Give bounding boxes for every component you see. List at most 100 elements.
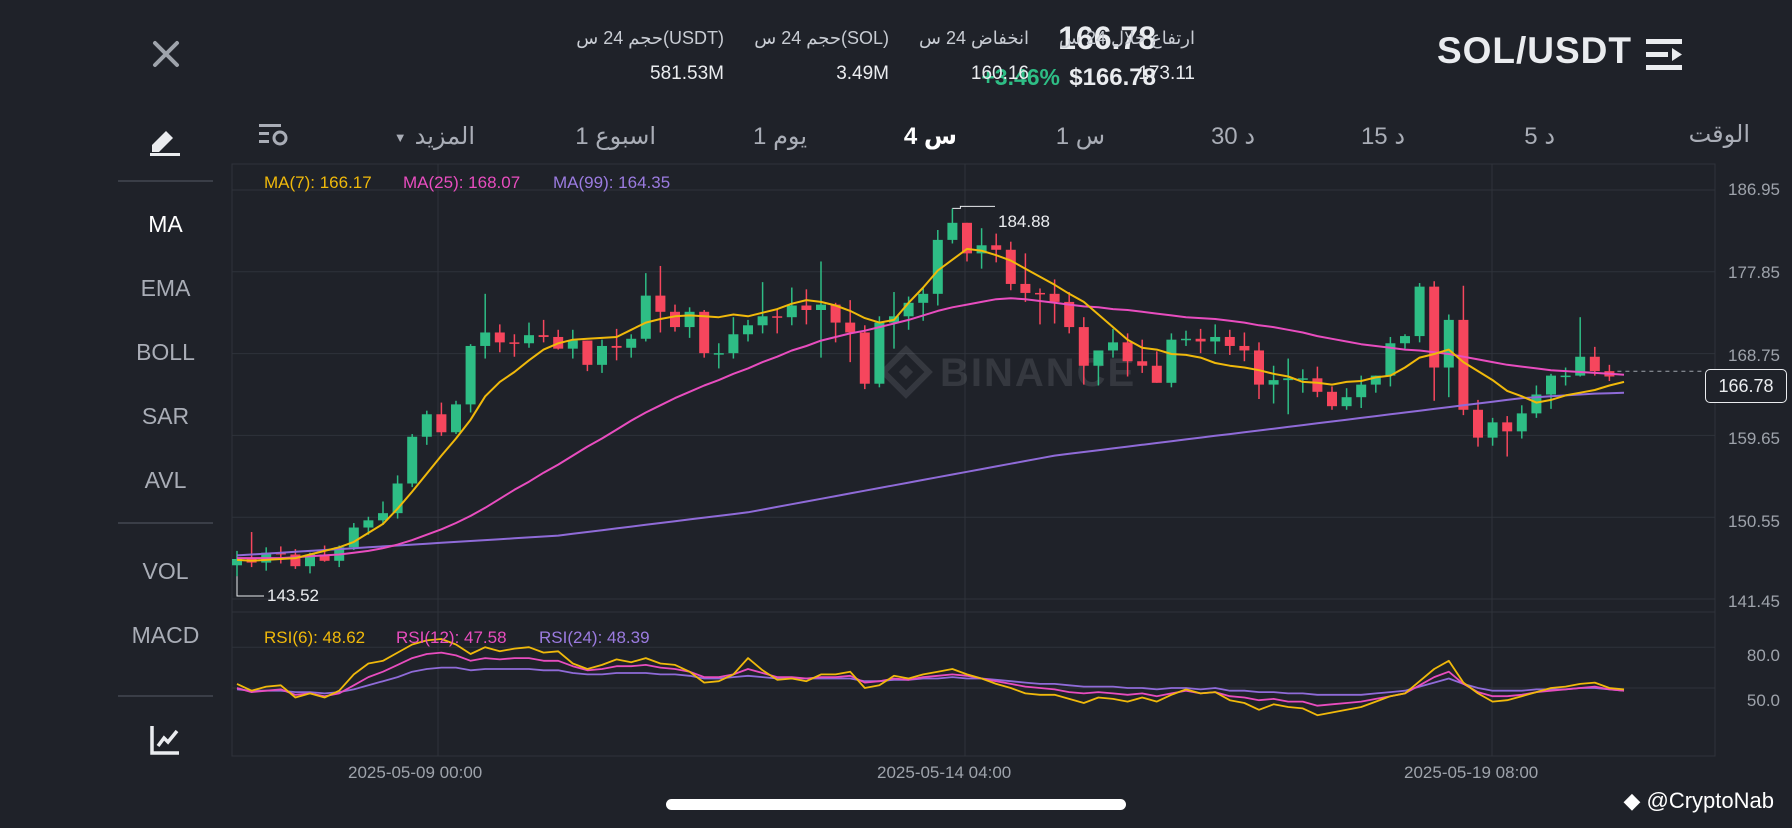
tab-1w[interactable]: 1 اسبوع <box>575 123 656 150</box>
candle-body <box>903 302 914 317</box>
candle-body <box>1414 286 1425 337</box>
candle-body <box>1312 378 1323 392</box>
stat-24h-low-value: 160.16 <box>970 63 1029 84</box>
indicator-vol[interactable]: VOL <box>142 558 189 584</box>
candle-body <box>699 311 710 354</box>
candle-body <box>1575 356 1586 376</box>
trading-pair-title[interactable]: SOL/USDT <box>1436 30 1632 71</box>
stat-24h-high-value: 173.11 <box>1138 63 1195 84</box>
candle-body <box>1108 342 1118 351</box>
candle-body <box>1283 378 1294 381</box>
candle-body <box>1473 409 1483 438</box>
indicator-ema[interactable]: EMA <box>140 275 191 301</box>
legend-ma99: MA(99): 164.35 <box>553 173 671 192</box>
candle-body <box>1400 336 1410 344</box>
stat-24h-low-label: انخفاض 24 س <box>919 28 1029 48</box>
candle-body <box>1195 338 1206 342</box>
ma7-line <box>236 247 1625 562</box>
candle-body <box>859 332 870 384</box>
candle-body <box>319 554 330 561</box>
candle-body <box>1181 338 1191 341</box>
tab-5m[interactable]: 5 د <box>1524 123 1555 150</box>
candle-body <box>786 305 797 318</box>
candle-body <box>976 245 987 254</box>
candle-body <box>1546 375 1556 395</box>
candle-body <box>1327 391 1337 407</box>
candle-body <box>962 222 972 254</box>
tab-4h[interactable]: 4 س <box>903 123 957 150</box>
candle-body <box>640 295 651 339</box>
tab-time[interactable]: الوقت <box>1688 121 1750 148</box>
x-axis-label: 2025-05-09 00:00 <box>348 763 483 782</box>
ma25-line <box>237 297 1625 560</box>
candle-body <box>655 295 666 312</box>
tab-1d[interactable]: 1 يوم <box>753 123 807 150</box>
candle-body <box>918 293 929 303</box>
draw-tool-icon[interactable] <box>148 124 182 156</box>
indicator-macd[interactable]: MACD <box>131 622 200 648</box>
candle-body <box>684 311 695 328</box>
price-axis-label: 186.95 <box>1728 180 1780 199</box>
stat-24h-volume-usdt-label: حجم 24 س(USDT) <box>576 28 724 48</box>
creator-watermark: ◆ @CryptoNab <box>1623 788 1774 813</box>
candle-body <box>378 513 388 521</box>
high-price-marker: 184.88 <box>998 212 1050 231</box>
low-price-marker: 143.52 <box>267 586 319 605</box>
candle-body <box>1137 361 1148 366</box>
price-usd: $166.78 <box>1069 64 1156 91</box>
indicator-sar[interactable]: SAR <box>141 403 190 429</box>
candle-body <box>538 335 549 337</box>
indicator-boll[interactable]: BOLL <box>136 339 195 365</box>
candle-body <box>1516 413 1527 432</box>
candle-body <box>436 414 447 433</box>
candle-body <box>1093 350 1104 366</box>
stat-24h-volume-usdt-value: 581.53M <box>650 63 724 84</box>
candle-body <box>1166 339 1177 383</box>
candle-body <box>1005 249 1016 284</box>
close-icon[interactable] <box>150 38 182 70</box>
candle-body <box>757 316 768 326</box>
candle-body <box>1458 319 1469 410</box>
ma99-line <box>236 391 1625 557</box>
candle-body <box>830 304 841 323</box>
legend-rsi12: RSI(12): 47.58 <box>396 628 507 647</box>
candle-body <box>509 342 520 344</box>
candle-body <box>728 334 739 354</box>
candlestick-series <box>232 208 1615 577</box>
indicator-avl[interactable]: AVL <box>144 467 187 493</box>
candle-body <box>670 311 680 328</box>
pair-menu-icon[interactable] <box>1646 37 1684 73</box>
price-axis-label: 159.65 <box>1728 429 1780 448</box>
candle-body <box>1429 286 1440 368</box>
candle-body <box>597 345 607 365</box>
candle-body <box>232 558 242 566</box>
candle-body <box>1487 422 1498 438</box>
candle-body <box>1341 397 1352 407</box>
last-price: 166.78 <box>1058 20 1156 56</box>
tab-15m[interactable]: 15 د <box>1360 123 1405 150</box>
legend-rsi6: RSI(6): 48.62 <box>264 628 366 647</box>
high-marker-line <box>952 205 995 209</box>
candle-body <box>845 322 856 333</box>
candle-body <box>1239 345 1250 351</box>
candle-body <box>1356 384 1367 398</box>
chart-settings-icon[interactable] <box>258 120 290 150</box>
candle-body <box>1224 336 1235 346</box>
tab-1h[interactable]: 1 س <box>1055 123 1105 150</box>
candle-body <box>1268 380 1279 385</box>
candle-body <box>363 520 374 528</box>
stat-24h-volume-sol-label: حجم 24 س(SOL) <box>754 28 889 48</box>
price-axis-label: 141.45 <box>1728 592 1780 611</box>
candle-body <box>305 554 315 567</box>
indicator-ma[interactable]: MA <box>148 211 183 237</box>
tab-more[interactable]: ▼ المزيد <box>393 123 475 150</box>
candle-body <box>582 340 593 365</box>
candle-body <box>611 345 622 348</box>
candle-body <box>1151 365 1162 383</box>
chart-type-icon[interactable] <box>149 724 181 756</box>
legend-rsi24: RSI(24): 48.39 <box>539 628 650 647</box>
candle-body <box>1049 293 1060 302</box>
home-indicator[interactable] <box>666 799 1126 810</box>
tab-30m[interactable]: 30 د <box>1210 123 1255 150</box>
